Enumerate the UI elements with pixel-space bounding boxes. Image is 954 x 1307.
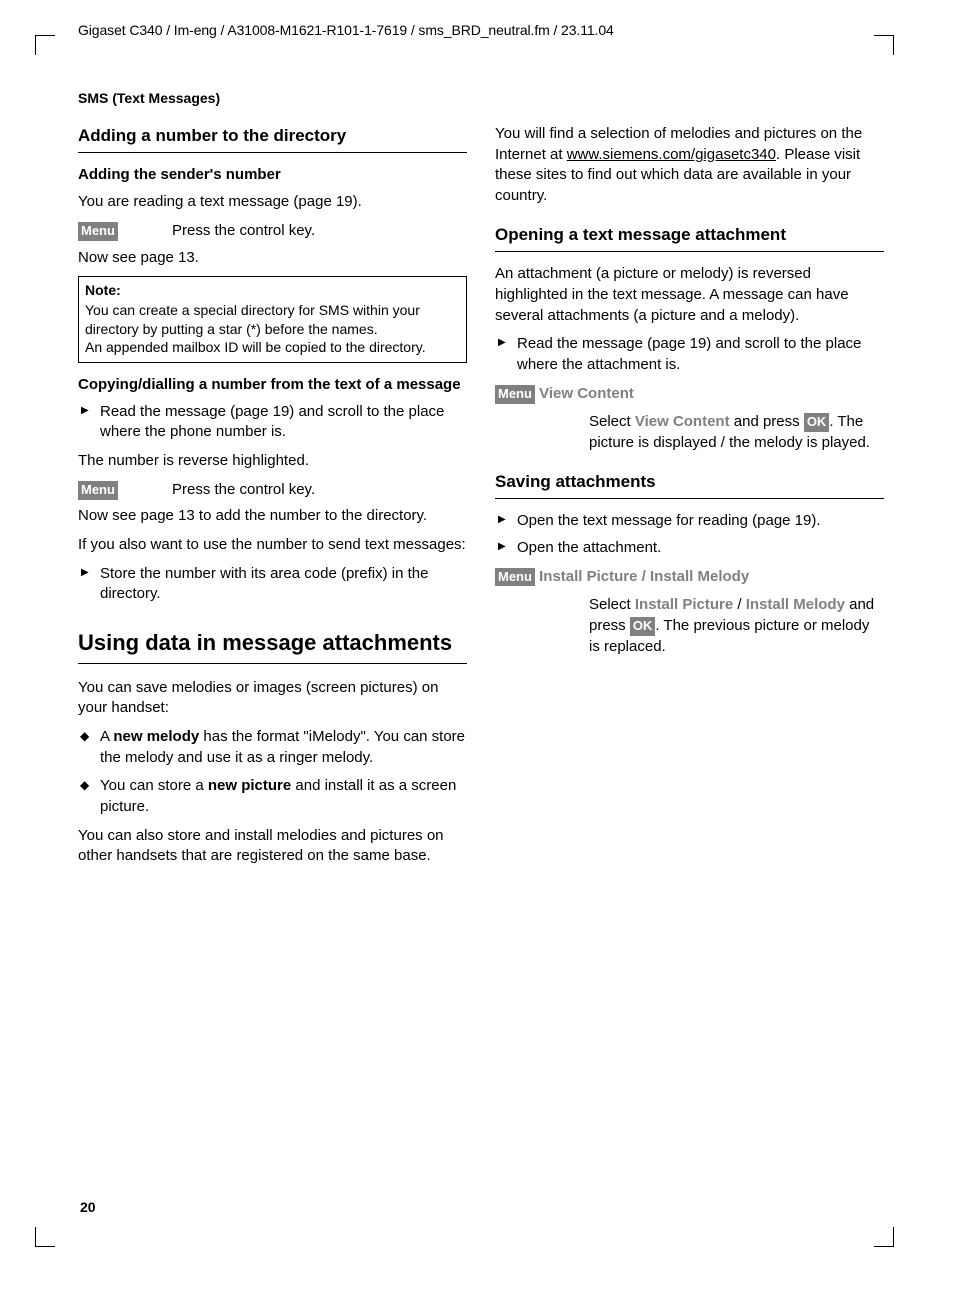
- heading-opening-attachment: Opening a text message attachment: [495, 223, 884, 252]
- menu-option: View Content: [539, 385, 634, 402]
- body-text: Now see page 13 to add the number to the…: [78, 506, 467, 527]
- menu-option: Install Picture / Install Melody: [539, 568, 749, 585]
- ok-button-label: OK: [804, 413, 830, 432]
- bullet-item: Read the message (page 19) and scroll to…: [495, 334, 884, 375]
- body-text: You will find a selection of melodies an…: [495, 124, 884, 207]
- note-box: Note: You can create a special directory…: [78, 276, 467, 363]
- body-text: Now see page 13.: [78, 248, 467, 269]
- heading-adding-sender: Adding the sender's number: [78, 165, 467, 186]
- indented-text: Select View Content and press OK. The pi…: [495, 412, 884, 453]
- right-column: You will find a selection of melodies an…: [495, 124, 884, 875]
- menu-button-label: Menu: [78, 481, 118, 500]
- diamond-item: You can store a new picture and install …: [78, 776, 467, 817]
- page-content: Gigaset C340 / Im-eng / A31008-M1621-R10…: [78, 22, 884, 1247]
- instruction-row: Menu Press the control key.: [78, 221, 467, 242]
- note-text: You can create a special directory for S…: [85, 301, 460, 337]
- body-text: An attachment (a picture or melody) is r…: [495, 264, 884, 326]
- crop-mark: [35, 35, 55, 55]
- left-column: Adding a number to the directory Adding …: [78, 124, 467, 875]
- bullet-item: Store the number with its area code (pre…: [78, 564, 467, 605]
- bullet-item: Read the message (page 19) and scroll to…: [78, 402, 467, 443]
- crop-mark: [35, 1227, 55, 1247]
- heading-saving-attachments: Saving attachments: [495, 470, 884, 499]
- body-text: You can save melodies or images (screen …: [78, 678, 467, 719]
- page-number: 20: [80, 1199, 96, 1215]
- menu-button-label: Menu: [495, 568, 535, 587]
- menu-line: Menu View Content: [495, 384, 884, 405]
- diamond-item: A new melody has the format "iMel­ody". …: [78, 727, 467, 768]
- note-text: An appended mailbox ID will be copied to…: [85, 338, 460, 356]
- body-text: The number is reverse highlighted.: [78, 451, 467, 472]
- bullet-item: Open the attachment.: [495, 538, 884, 559]
- body-text: If you also want to use the number to se…: [78, 535, 467, 556]
- instruction-row: Menu Press the control key.: [78, 480, 467, 501]
- body-text: You are reading a text message (page 19)…: [78, 192, 467, 213]
- indented-text: Select Install Picture / Install Mel­ody…: [495, 595, 884, 657]
- bullet-item: Open the text message for reading (page …: [495, 511, 884, 532]
- url-link: www.sie­mens.com/gigasetc340: [567, 146, 776, 163]
- instruction-text: Press the control key.: [172, 480, 467, 501]
- menu-button-label: Menu: [78, 222, 118, 241]
- header-path: Gigaset C340 / Im-eng / A31008-M1621-R10…: [78, 22, 884, 38]
- section-label: SMS (Text Messages): [78, 90, 884, 106]
- menu-line: Menu Install Picture / Install Melody: [495, 567, 884, 588]
- heading-copying-dialling: Copying/dialling a number from the text …: [78, 375, 467, 396]
- body-text: You can also store and install melodies …: [78, 826, 467, 867]
- menu-button-label: Menu: [495, 385, 535, 404]
- note-label: Note:: [85, 281, 460, 299]
- heading-adding-number: Adding a number to the directory: [78, 124, 467, 153]
- instruction-text: Press the control key.: [172, 221, 467, 242]
- heading-using-data: Using data in message attachments: [78, 629, 467, 664]
- ok-button-label: OK: [630, 617, 656, 636]
